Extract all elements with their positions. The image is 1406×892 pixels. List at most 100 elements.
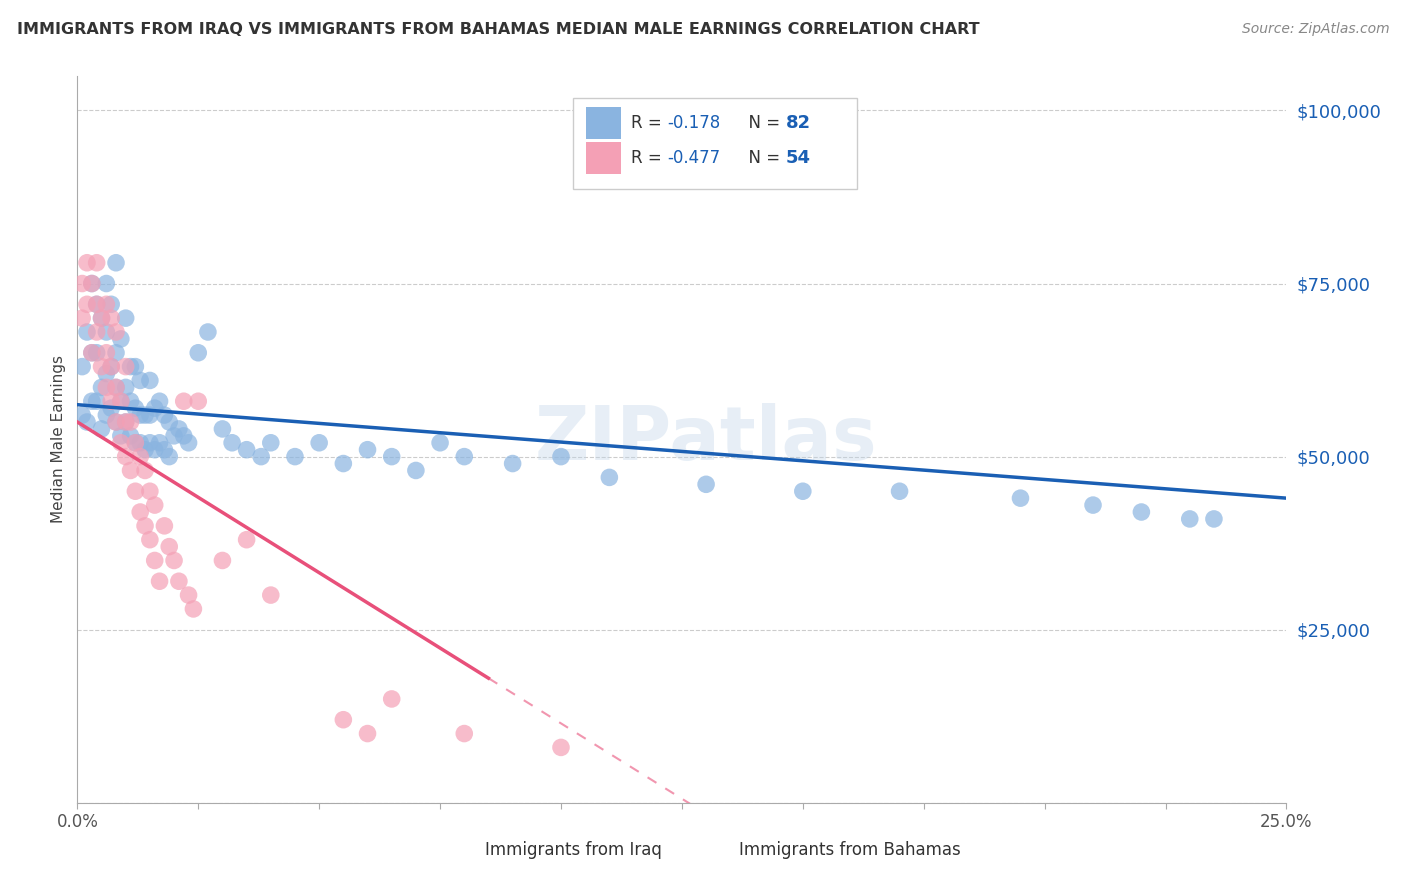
Point: [381, 692, 404, 706]
Point: [124, 435, 146, 450]
FancyBboxPatch shape: [586, 107, 621, 139]
Point: [308, 435, 330, 450]
Point: [105, 415, 128, 429]
Point: [110, 394, 132, 409]
Point: [120, 415, 142, 429]
Point: [70, 408, 93, 422]
Point: [139, 408, 162, 422]
Point: [143, 442, 166, 457]
Point: [129, 408, 152, 422]
Point: [153, 519, 176, 533]
Point: [70, 311, 93, 326]
Point: [139, 484, 162, 499]
Point: [120, 429, 142, 443]
Point: [197, 325, 219, 339]
Point: [96, 345, 118, 359]
Point: [143, 498, 166, 512]
Point: [105, 256, 128, 270]
Point: [86, 394, 108, 409]
Point: [134, 463, 156, 477]
Point: [124, 435, 146, 450]
Point: [177, 435, 200, 450]
Point: [284, 450, 307, 464]
Point: [76, 325, 98, 339]
Point: [70, 277, 93, 291]
Point: [120, 359, 142, 374]
Point: [120, 463, 142, 477]
Point: [105, 345, 128, 359]
Point: [76, 297, 98, 311]
Point: [96, 367, 118, 381]
Point: [100, 297, 122, 311]
Point: [124, 401, 146, 416]
Point: [105, 380, 128, 394]
Point: [114, 380, 136, 394]
Text: -0.477: -0.477: [668, 149, 720, 167]
Point: [100, 311, 122, 326]
Point: [550, 740, 572, 755]
Point: [250, 450, 273, 464]
Point: [889, 484, 911, 499]
Point: [143, 553, 166, 567]
Point: [183, 602, 205, 616]
Point: [1178, 512, 1201, 526]
Point: [105, 415, 128, 429]
Point: [110, 435, 132, 450]
Point: [90, 311, 112, 326]
Point: [148, 435, 170, 450]
Point: [139, 533, 162, 547]
Point: [429, 435, 451, 450]
Point: [110, 394, 132, 409]
Point: [80, 345, 103, 359]
Point: [187, 345, 209, 359]
Point: [114, 450, 136, 464]
Point: [76, 415, 98, 429]
Point: [80, 345, 103, 359]
Point: [502, 457, 524, 471]
FancyBboxPatch shape: [703, 838, 735, 863]
Point: [110, 429, 132, 443]
Point: [129, 435, 152, 450]
FancyBboxPatch shape: [586, 142, 621, 174]
Point: [134, 519, 156, 533]
Point: [129, 450, 152, 464]
Point: [177, 588, 200, 602]
Point: [153, 408, 176, 422]
Point: [124, 359, 146, 374]
Point: [598, 470, 620, 484]
Text: 82: 82: [786, 114, 811, 132]
Point: [80, 394, 103, 409]
Point: [356, 442, 378, 457]
Point: [100, 359, 122, 374]
Point: [124, 484, 146, 499]
Point: [153, 442, 176, 457]
Point: [235, 442, 257, 457]
Text: R =: R =: [631, 149, 666, 167]
Text: N =: N =: [738, 114, 785, 132]
Point: [453, 726, 475, 740]
Point: [90, 359, 112, 374]
Point: [139, 374, 162, 388]
Point: [96, 325, 118, 339]
Text: -0.178: -0.178: [668, 114, 721, 132]
Point: [173, 429, 195, 443]
Point: [96, 380, 118, 394]
Point: [80, 277, 103, 291]
Point: [129, 374, 152, 388]
Y-axis label: Median Male Earnings: Median Male Earnings: [51, 355, 66, 524]
Point: [235, 533, 257, 547]
Point: [167, 422, 190, 436]
Point: [96, 297, 118, 311]
Point: [114, 415, 136, 429]
Point: [163, 429, 186, 443]
Point: [76, 256, 98, 270]
Text: 54: 54: [786, 149, 811, 167]
Point: [86, 325, 108, 339]
Point: [114, 311, 136, 326]
FancyBboxPatch shape: [574, 97, 858, 188]
Point: [356, 726, 378, 740]
Point: [70, 359, 93, 374]
Point: [260, 435, 283, 450]
Point: [157, 540, 180, 554]
Point: [105, 325, 128, 339]
